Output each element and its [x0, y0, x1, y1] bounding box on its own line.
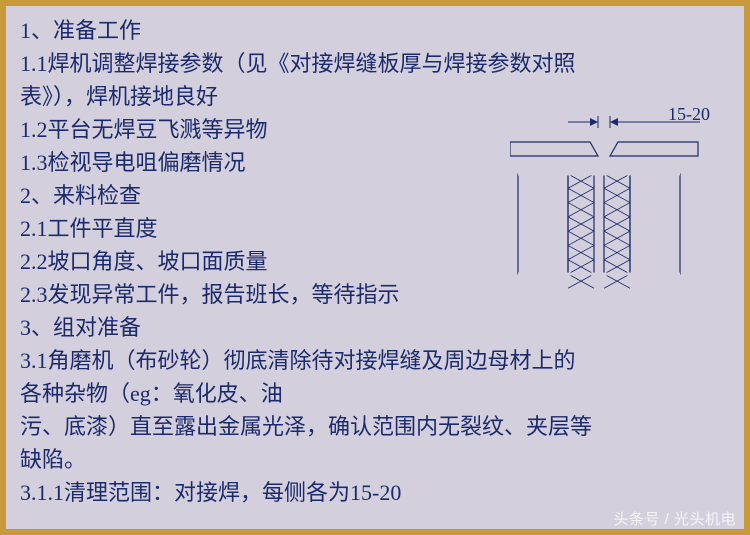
document-frame: 1、准备工作 1.1焊机调整焊接参数（见《对接焊缝板厚与焊接参数对照 表》），焊…: [0, 0, 750, 535]
line-2: 1.1焊机调整焊接参数（见《对接焊缝板厚与焊接参数对照: [20, 47, 740, 80]
line-10: 3、组对准备: [20, 311, 740, 344]
line-1: 1、准备工作: [20, 14, 740, 47]
line-15: 3.1.1清理范围：对接焊，每侧各为15-20: [20, 476, 740, 509]
line-11: 3.1角磨机（布砂轮）彻底清除待对接焊缝及周边母材上的: [20, 344, 740, 377]
dimension-label: 15-20: [668, 104, 710, 125]
diagram-svg: [510, 104, 720, 289]
line-14: 缺陷。: [20, 443, 740, 476]
line-13: 污、底漆）直至露出金属光泽，确认范围内无裂纹、夹层等: [20, 410, 740, 443]
line-12: 各种杂物（eg：氧化皮、油: [20, 377, 740, 410]
watermark: 头条号 / 光头机电: [613, 508, 736, 529]
weld-diagram: 15-20: [510, 104, 720, 289]
content-area: 1、准备工作 1.1焊机调整焊接参数（见《对接焊缝板厚与焊接参数对照 表》），焊…: [20, 14, 730, 521]
